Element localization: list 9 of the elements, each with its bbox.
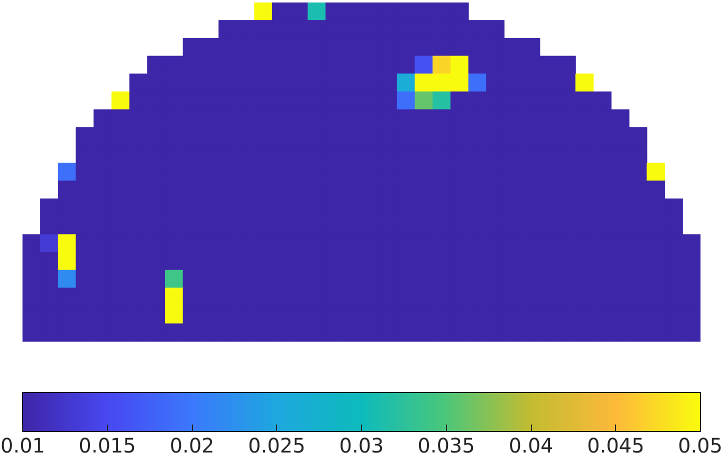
- color-bar-label: 0.05: [678, 434, 722, 455]
- color-bar-label: 0.01: [0, 434, 46, 455]
- color-bar-label: 0.02: [170, 434, 214, 455]
- color-bar-label: 0.015: [78, 434, 136, 455]
- color-bar-label: 0.025: [248, 434, 306, 455]
- color-bar-label: 0.04: [508, 434, 554, 455]
- color-bar-label: 0.03: [339, 434, 384, 455]
- color-bar-label: 0.035: [418, 434, 475, 455]
- color-bar-label: 0.045: [587, 434, 644, 455]
